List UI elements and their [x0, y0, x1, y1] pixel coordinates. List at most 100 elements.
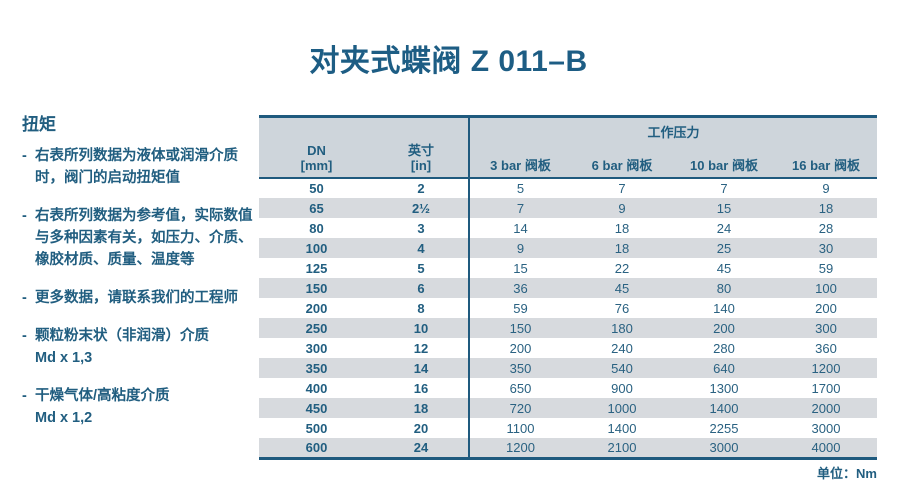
- note-text: 颗粒粉末状（非润滑）介质 Md x 1,3: [35, 328, 209, 366]
- inch-cell: 4: [417, 240, 425, 256]
- table-row: 80 3 14 18 24 28: [259, 218, 878, 238]
- table-row: 250 10 150 180 200 300: [259, 318, 878, 338]
- torque-value-cell: 9: [468, 238, 571, 258]
- torque-value-cell: 150: [468, 318, 571, 338]
- torque-value-cell: 240: [611, 340, 633, 356]
- torque-value-cell: 18: [614, 240, 630, 256]
- torque-value-cell: 2000: [811, 400, 841, 416]
- header-spacer: [259, 116, 469, 141]
- torque-value-cell: 3000: [709, 439, 739, 455]
- dn-cell: 450: [305, 400, 328, 416]
- torque-value-cell: 7: [468, 198, 571, 218]
- sidebar-note: - 右表所列数据为参考值，实际数值与多种因素有关，如压力、介质、橡胶材质、质量、温…: [22, 205, 260, 271]
- inch-cell: 12: [413, 340, 429, 356]
- dn-cell: 125: [305, 260, 328, 276]
- page-title: 对夹式蝶阀 Z 011–B: [309, 45, 588, 78]
- torque-value-cell: 1300: [709, 380, 739, 396]
- sidebar-note: - 右表所列数据为液体或润滑介质时，阀门的启动扭矩值: [22, 145, 260, 189]
- bullet-dash: -: [22, 388, 27, 404]
- torque-value-cell: 1000: [607, 400, 637, 416]
- torque-value-cell: 360: [815, 340, 837, 356]
- torque-value-cell: 1400: [607, 420, 637, 436]
- inch-cell: 14: [413, 360, 429, 376]
- torque-value-cell: 80: [716, 280, 732, 296]
- torque-value-cell: 4000: [811, 439, 841, 455]
- torque-value-cell: 9: [618, 200, 626, 216]
- torque-value-cell: 76: [614, 300, 630, 316]
- table-row: 100 4 9 18 25 30: [259, 238, 878, 258]
- table-header: 工作压力 DN [mm] 英寸 [in] 3 bar 阀板 6 bar 阀板 10 ba…: [259, 116, 878, 178]
- torque-value-cell: 7: [720, 181, 728, 196]
- bullet-dash: -: [22, 148, 27, 164]
- torque-value-cell: 900: [611, 380, 633, 396]
- torque-value-cell: 540: [611, 360, 633, 376]
- table-row: 150 6 36 45 80 100: [259, 278, 878, 298]
- torque-value-cell: 1100: [468, 418, 571, 438]
- inch-cell: 20: [413, 420, 429, 436]
- inch-cell: 18: [413, 400, 429, 416]
- torque-value-cell: 200: [713, 320, 735, 336]
- dn-cell: 500: [305, 420, 328, 436]
- inch-cell: 3: [417, 220, 425, 236]
- torque-value-cell: 22: [614, 260, 630, 276]
- table-row: 600 24 1200 2100 3000 4000: [259, 438, 878, 458]
- torque-value-cell: 140: [713, 300, 735, 316]
- torque-value-cell: 5: [468, 178, 571, 198]
- torque-value-cell: 300: [815, 320, 837, 336]
- dn-cell: 200: [305, 300, 328, 316]
- inch-cell: 24: [413, 439, 429, 455]
- torque-value-cell: 7: [618, 181, 626, 196]
- torque-value-cell: 1400: [709, 400, 739, 416]
- torque-value-cell: 650: [468, 378, 571, 398]
- sidebar-note-list: - 右表所列数据为液体或润滑介质时，阀门的启动扭矩值 - 右表所列数据为参考值，实际数…: [22, 145, 260, 429]
- dn-cell: 150: [305, 280, 328, 296]
- note-text: 干燥气体/高粘度介质 Md x 1,2: [35, 388, 170, 426]
- torque-value-cell: 1200: [468, 438, 571, 458]
- bullet-dash: -: [22, 208, 27, 224]
- group-header-working-pressure: 工作压力: [467, 116, 878, 141]
- torque-value-cell: 59: [468, 298, 571, 318]
- dn-cell: 600: [305, 439, 328, 455]
- bullet-dash: -: [22, 290, 27, 306]
- torque-value-cell: 24: [716, 220, 732, 236]
- dn-cell: 350: [305, 360, 328, 376]
- torque-notes-sidebar: 扭矩 - 右表所列数据为液体或润滑介质时，阀门的启动扭矩值 - 右表所列数据为参考值，…: [22, 110, 260, 445]
- torque-value-cell: 28: [818, 220, 834, 236]
- torque-value-cell: 640: [713, 360, 735, 376]
- inch-cell: 5: [417, 260, 425, 276]
- bullet-dash: -: [22, 328, 27, 344]
- note-text: 右表所列数据为参考值，实际数值与多种因素有关，如压力、介质、橡胶材质、质量、温度…: [35, 208, 253, 268]
- table-row: 500 20 1100 1400 2255 3000: [259, 418, 878, 438]
- torque-value-cell: 180: [611, 320, 633, 336]
- torque-value-cell: 18: [614, 220, 630, 236]
- table-row: 50 2 5 7 7 9: [259, 178, 878, 198]
- note-text: 更多数据，请联系我们的工程师: [35, 290, 238, 306]
- torque-value-cell: 45: [614, 280, 630, 296]
- torque-value-cell: 2100: [607, 439, 637, 455]
- dn-cell: 100: [305, 240, 328, 256]
- torque-value-cell: 200: [815, 300, 837, 316]
- table-row: 65 2½ 7 9 15 18: [259, 198, 878, 218]
- torque-value-cell: 15: [716, 200, 732, 216]
- column-header: 16 bar 阀板: [775, 141, 878, 178]
- table-row: 450 18 720 1000 1400 2000: [259, 398, 878, 418]
- note-text: 右表所列数据为液体或润滑介质时，阀门的启动扭矩值: [35, 148, 238, 186]
- torque-value-cell: 720: [468, 398, 571, 418]
- table-body: 50 2 5 7 7 9 65 2½ 7 9 15 18 80 3 14 18 24 28 100 4 9 18 25 30 1…: [259, 178, 878, 458]
- dn-cell: 300: [305, 340, 328, 356]
- torque-value-cell: 3000: [811, 420, 841, 436]
- column-header-row: DN [mm] 英寸 [in] 3 bar 阀板 6 bar 阀板 10 bar 阀板 1…: [259, 141, 878, 178]
- sidebar-note: - 更多数据，请联系我们的工程师: [22, 287, 260, 309]
- table-row: 350 14 350 540 640 1200: [259, 358, 878, 378]
- inch-cell: 2½: [411, 200, 431, 216]
- dn-cell: 50: [309, 181, 324, 196]
- dn-cell: 400: [305, 380, 328, 396]
- inch-cell: 2: [417, 181, 425, 196]
- dn-cell: 80: [309, 220, 324, 236]
- torque-value-cell: 350: [468, 358, 571, 378]
- column-header: 10 bar 阀板: [673, 141, 775, 178]
- sidebar-heading-torque: 扭矩: [22, 115, 56, 134]
- torque-value-cell: 1700: [811, 380, 841, 396]
- table-row: 125 5 15 22 45 59: [259, 258, 878, 278]
